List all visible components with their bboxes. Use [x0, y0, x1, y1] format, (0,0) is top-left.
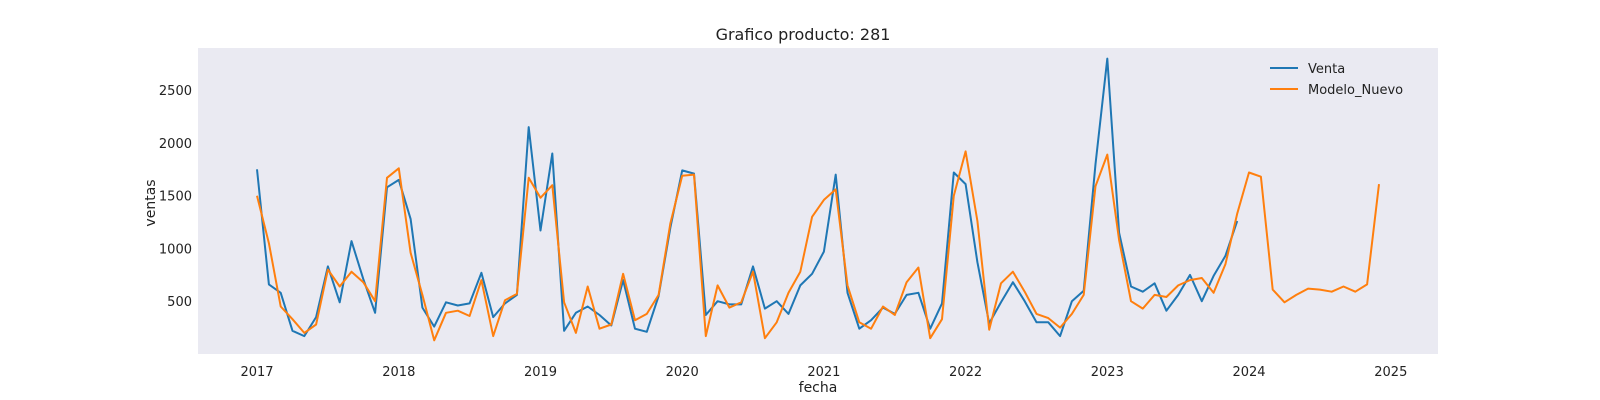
x-tick-label: 2017 — [240, 365, 273, 380]
x-axis-label: fecha — [799, 380, 838, 396]
x-tick-label: 2018 — [382, 365, 415, 380]
series-layer — [256, 57, 1380, 342]
legend: Venta Modelo_Nuevo — [1270, 62, 1403, 98]
x-tick-label: 2025 — [1374, 365, 1407, 380]
x-tick-label: 2024 — [1232, 365, 1265, 380]
x-tick-label: 2019 — [524, 365, 557, 380]
y-axis-label: ventas — [143, 179, 159, 226]
series-line-modelo-nuevo — [256, 150, 1380, 342]
legend-label: Venta — [1308, 62, 1345, 77]
x-tick-label: 2020 — [666, 365, 699, 380]
x-tick-label: 2022 — [949, 365, 982, 380]
chart-title: Grafico producto: 281 — [716, 25, 891, 44]
x-axis: 2017 2018 2019 2020 2021 2022 2023 2024 2025 — [240, 365, 1407, 380]
y-tick-label: 2500 — [159, 84, 192, 99]
y-axis: 500 1000 1500 2000 2500 — [159, 84, 192, 310]
x-tick-label: 2023 — [1091, 365, 1124, 380]
x-tick-label: 2021 — [807, 365, 840, 380]
y-tick-label: 500 — [167, 295, 192, 310]
y-tick-label: 1500 — [159, 190, 192, 205]
y-tick-label: 1000 — [159, 243, 192, 258]
legend-label: Modelo_Nuevo — [1308, 83, 1403, 98]
y-tick-label: 2000 — [159, 137, 192, 152]
